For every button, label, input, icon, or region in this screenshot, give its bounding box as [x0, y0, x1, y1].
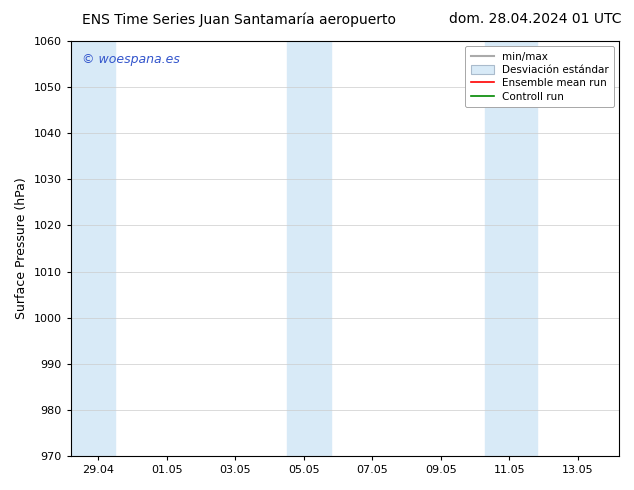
Legend: min/max, Desviación estándar, Ensemble mean run, Controll run: min/max, Desviación estándar, Ensemble m… — [465, 46, 614, 107]
Text: dom. 28.04.2024 01 UTC: dom. 28.04.2024 01 UTC — [449, 12, 621, 26]
Bar — [71, 41, 115, 456]
Text: © woespana.es: © woespana.es — [82, 53, 179, 67]
Text: ENS Time Series Juan Santamaría aeropuerto: ENS Time Series Juan Santamaría aeropuer… — [82, 12, 396, 27]
Bar — [287, 41, 331, 456]
Bar — [486, 41, 537, 456]
Y-axis label: Surface Pressure (hPa): Surface Pressure (hPa) — [15, 178, 28, 319]
